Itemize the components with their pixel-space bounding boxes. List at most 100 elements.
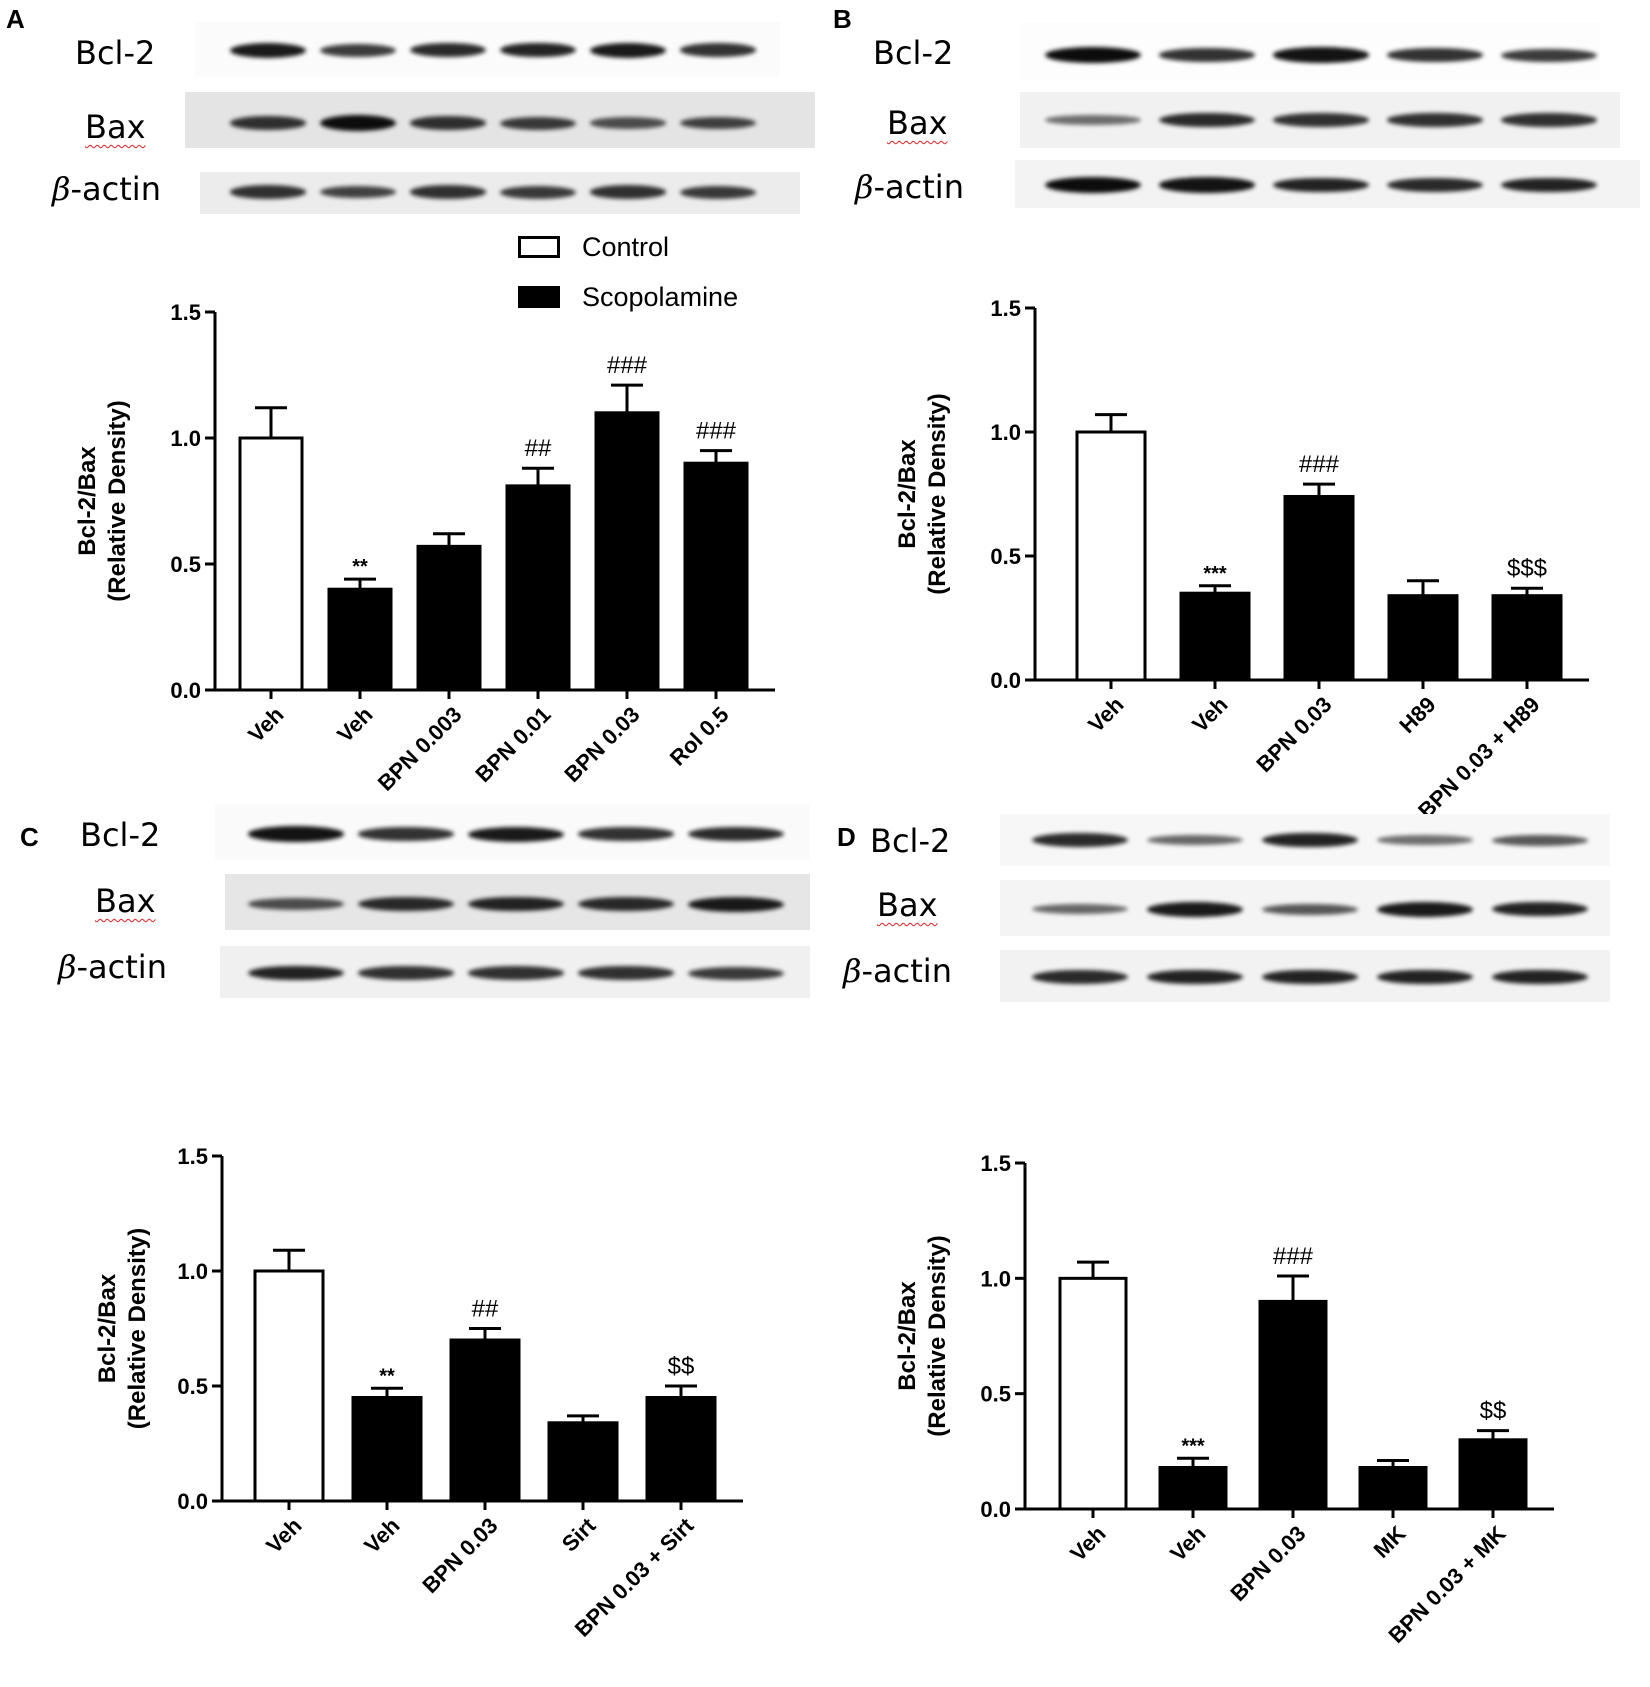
y-tick-label: 0.0 xyxy=(177,1489,208,1514)
blot-band-bcl2 xyxy=(1147,835,1243,845)
blot-band-bax xyxy=(358,897,454,911)
legend-label: Control xyxy=(582,231,670,262)
significance-label: ### xyxy=(696,418,737,445)
panel-b: B Bcl-2 Bax β-actin 0.0 0.5 1.0 1.5 Bcl-2/Ba… xyxy=(825,0,1650,840)
blot-band-bax xyxy=(1032,904,1128,914)
legend-label: Scopolamine xyxy=(582,281,739,312)
y-axis-label: Bcl-2/Bax xyxy=(74,446,101,556)
legend-item-scopolamine: Scopolamine xyxy=(518,272,738,322)
bcl2-label: Bcl-2 xyxy=(870,822,951,860)
significance-label: $$ xyxy=(1480,1398,1507,1425)
blot-band-bax xyxy=(1501,113,1597,127)
blot-band-bax xyxy=(1492,901,1588,917)
blot-band-actin xyxy=(468,966,564,980)
bar xyxy=(253,1269,325,1503)
blot-band-bax xyxy=(500,116,576,130)
blot-band-bcl2 xyxy=(590,42,666,58)
bar xyxy=(327,587,393,692)
y-tick-label: 0.5 xyxy=(990,544,1021,569)
bax-label: Bax xyxy=(887,104,948,142)
legend-swatch-scopolamine xyxy=(518,286,560,308)
y-tick-label: 0.5 xyxy=(980,1382,1011,1407)
blot-band-bcl2 xyxy=(1501,48,1597,62)
panel-letter: B xyxy=(833,4,852,34)
y-axis-label: Bcl-2/Bax xyxy=(894,439,921,549)
blot-band-bax xyxy=(1159,113,1255,127)
bar xyxy=(1258,1299,1328,1511)
x-tick-label: Veh xyxy=(243,702,288,747)
bar xyxy=(594,411,660,692)
bar xyxy=(1387,594,1459,682)
blot-band-actin xyxy=(680,185,756,199)
blot-band-bcl2 xyxy=(320,43,396,57)
y-tick-label: 0.5 xyxy=(177,1374,208,1399)
blot-band-bcl2 xyxy=(468,826,564,842)
significance-label: $$ xyxy=(668,1353,695,1380)
significance-label: ## xyxy=(525,435,552,462)
panel-a: A Bcl-2 Bax β-actin Control Scopolamine … xyxy=(0,0,825,840)
blot-band-bax xyxy=(1387,113,1483,127)
blot-band-actin xyxy=(1387,178,1483,192)
significance-label: ## xyxy=(472,1296,499,1323)
bar xyxy=(1283,494,1355,682)
x-tick-label: Veh xyxy=(1187,692,1232,737)
y-tick-label: 1.0 xyxy=(170,426,201,451)
blot-band-bcl2 xyxy=(680,43,756,57)
bar xyxy=(1358,1465,1428,1511)
actin-label: β-actin xyxy=(855,168,964,206)
bar xyxy=(547,1421,619,1503)
y-axis-label-units: (Relative Density) xyxy=(124,1228,151,1429)
x-tick-label: BPN 0.003 xyxy=(373,702,467,796)
legend-item-control: Control xyxy=(518,222,738,272)
x-tick-label: MK xyxy=(1369,1521,1411,1563)
blot-band-bax xyxy=(410,116,486,130)
panel-letter: A xyxy=(6,4,25,34)
y-tick-label: 1.0 xyxy=(980,1266,1011,1291)
bar xyxy=(1491,594,1563,682)
x-tick-label: Veh xyxy=(332,702,377,747)
blot-band-bcl2 xyxy=(1262,832,1358,848)
blot-band-bcl2 xyxy=(248,826,344,842)
panel-letter: C xyxy=(20,822,39,852)
blot-band-bax xyxy=(1045,115,1141,125)
significance-label: *** xyxy=(1181,1435,1205,1457)
y-tick-label: 1.5 xyxy=(177,1144,208,1169)
y-tick-label: 1.5 xyxy=(990,296,1021,321)
blot-band-actin xyxy=(578,966,674,980)
bar xyxy=(238,436,304,692)
blot-band-bcl2 xyxy=(1159,48,1255,62)
y-tick-label: 1.5 xyxy=(980,1151,1011,1176)
bax-label: Bax xyxy=(95,882,156,920)
y-tick-label: 1.5 xyxy=(170,300,201,325)
x-tick-label: BPN 0.03 xyxy=(1251,692,1336,777)
y-tick-label: 1.0 xyxy=(990,420,1021,445)
x-tick-label: BPN 0.03 xyxy=(559,702,644,787)
bar-chart: 0.0 0.5 1.0 1.5 Bcl-2/Bax (Relative Density) V… xyxy=(894,1151,1554,1648)
x-tick-label: BPN 0.03 xyxy=(1225,1521,1310,1606)
blot-band-bax xyxy=(248,898,344,910)
bar xyxy=(683,461,749,692)
significance-label: ### xyxy=(607,352,648,379)
y-axis-label-units: (Relative Density) xyxy=(104,400,131,601)
blot-band-bax xyxy=(1377,901,1473,917)
blot-band-bcl2 xyxy=(358,827,454,841)
blot-band-actin xyxy=(688,966,784,980)
y-tick-label: 0.0 xyxy=(170,678,201,703)
y-axis-label: Bcl-2/Bax xyxy=(894,1281,921,1391)
blot-band-actin xyxy=(1147,969,1243,985)
blot-band-actin xyxy=(1501,177,1597,193)
x-tick-label: Veh xyxy=(1165,1521,1210,1566)
x-tick-label: Veh xyxy=(359,1513,404,1558)
bax-label: Bax xyxy=(85,108,146,146)
y-tick-label: 1.0 xyxy=(177,1259,208,1284)
blot-band-bcl2 xyxy=(578,827,674,841)
y-axis-label-units: (Relative Density) xyxy=(924,393,951,594)
blot-band-bcl2 xyxy=(1377,835,1473,845)
blot-band-bax xyxy=(578,897,674,911)
blot-band-actin xyxy=(590,185,666,199)
y-tick-label: 0.0 xyxy=(990,668,1021,693)
blot-band-bcl2 xyxy=(500,42,576,58)
blot-band-actin xyxy=(1377,969,1473,985)
significance-label: ### xyxy=(1299,451,1340,478)
y-tick-label: 0.5 xyxy=(170,552,201,577)
